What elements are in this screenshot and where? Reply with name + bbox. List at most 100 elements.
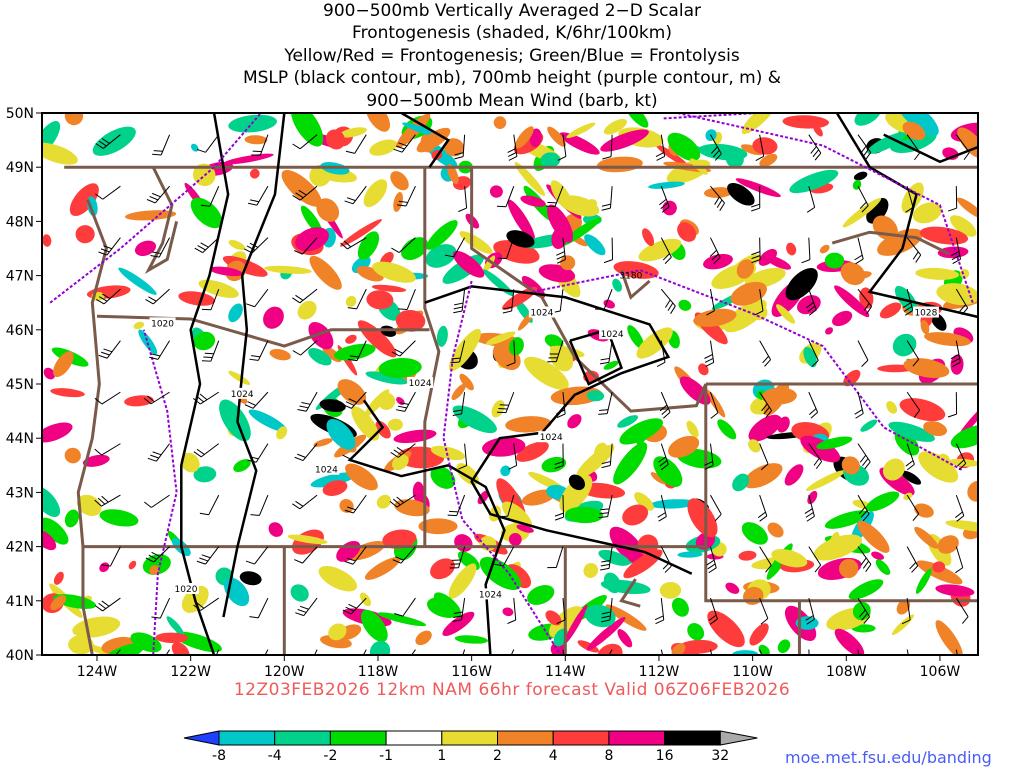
lat-label: 49N (6, 160, 34, 176)
shading-cell (326, 419, 356, 450)
wind-barb-flag (596, 660, 605, 662)
shading-cell (418, 518, 458, 535)
shading-cell (901, 182, 924, 213)
shading-cell (425, 244, 457, 268)
wind-barb (608, 649, 613, 655)
wind-barb (955, 649, 958, 655)
wind-barb-flag (398, 200, 408, 203)
contour-label-bg (149, 317, 176, 329)
contour-label-bg (229, 387, 256, 399)
shading-cell (416, 127, 451, 153)
shading-cell (264, 265, 312, 274)
wind-barb-flag (348, 398, 358, 403)
wind-barb-flag (391, 247, 400, 253)
wind-barb-flag (1004, 512, 1011, 517)
shading-cell (806, 470, 846, 491)
wind-barb (857, 340, 869, 361)
shading-cell (605, 604, 647, 631)
wind-barb-flag (100, 248, 110, 253)
shading-cell (638, 238, 682, 262)
wind-barb-flag (98, 251, 108, 256)
credit-link[interactable]: moe.met.fsu.edu/banding (785, 748, 992, 767)
wind-barb-flag (554, 516, 564, 521)
shading-cell (393, 429, 437, 444)
shading-cell (345, 334, 357, 344)
shading-cell (547, 204, 574, 243)
colorbar-label: -2 (323, 748, 337, 764)
wind-barb-flag (655, 152, 665, 157)
shading-cell (507, 199, 535, 241)
wind-barb (254, 288, 269, 308)
shading-cell (456, 463, 479, 486)
wind-barb (464, 186, 468, 209)
wind-barb-flag (94, 397, 103, 405)
shading-cell (854, 113, 882, 126)
wind-barb-flag (956, 515, 965, 522)
state-border (831, 230, 950, 256)
contour-label-bg (599, 328, 626, 340)
shading-cell (896, 599, 911, 615)
mslp-contour (347, 399, 506, 655)
wind-barb-flag (547, 201, 557, 204)
wind-barb (709, 649, 713, 655)
wind-barb-flag (751, 255, 761, 260)
wind-barb-flag (950, 250, 960, 257)
shading-cell (888, 421, 935, 442)
mslp-contour-label: 1024 (601, 330, 624, 340)
mslp-contour-label: 1024 (315, 466, 338, 476)
shading-cell (671, 643, 686, 655)
wind-barb-flag (349, 664, 358, 665)
wind-barb-flag (294, 250, 303, 255)
shading-cell (736, 259, 755, 279)
shading-cell (703, 187, 733, 198)
wind-barb-flag (193, 451, 202, 458)
wind-barb-flag (251, 355, 261, 358)
shading-cell (634, 492, 654, 511)
wind-barb (906, 649, 909, 655)
shading-cell (493, 116, 507, 129)
wind-barb (1006, 341, 1008, 363)
wind-barb-flag (150, 255, 160, 258)
wind-barb-flag (764, 359, 771, 367)
wind-barb (562, 134, 567, 157)
height-contour (663, 113, 758, 120)
shading-cell (333, 343, 376, 361)
wind-barb (1006, 186, 1020, 203)
shading-cell (191, 143, 199, 152)
wind-barb-flag (349, 355, 359, 358)
wind-barb (660, 649, 664, 655)
colorbar-swatch (608, 730, 666, 746)
wind-barb-flag (557, 156, 567, 161)
lat-label: 50N (6, 106, 34, 122)
wind-barb (208, 494, 220, 515)
colorbar-swatch (274, 730, 331, 746)
shading-cell (198, 279, 239, 298)
shading-cell (193, 331, 216, 351)
wind-barb-flag (704, 354, 713, 359)
wind-barb-flag (454, 302, 464, 306)
shading-cell (935, 584, 975, 597)
mslp-contour-label: 1024 (409, 379, 432, 389)
wind-barb (157, 340, 171, 360)
shading-cell (785, 267, 818, 301)
wind-barb-flag (854, 409, 863, 415)
shading-cell (233, 459, 251, 473)
wind-barb-flag (808, 309, 817, 316)
wind-barb (101, 494, 121, 507)
wind-barb-flag (347, 307, 357, 310)
shading-cell (396, 113, 431, 148)
wind-barb-flag (761, 403, 768, 412)
height-contour (442, 280, 562, 655)
wind-barb-flag (497, 665, 506, 666)
wind-barb-flag (395, 145, 405, 150)
shading-cell (838, 558, 859, 579)
lon-label: 112W (639, 664, 680, 680)
wind-barb-flag (594, 663, 603, 665)
colorbar-swatch (441, 730, 498, 746)
shading-cell (320, 635, 352, 649)
mslp-contour (424, 285, 693, 575)
shading-cell (668, 435, 700, 458)
wind-barb-flag (662, 562, 670, 570)
wind-barb-flag (101, 138, 110, 144)
wind-barb (808, 340, 819, 361)
